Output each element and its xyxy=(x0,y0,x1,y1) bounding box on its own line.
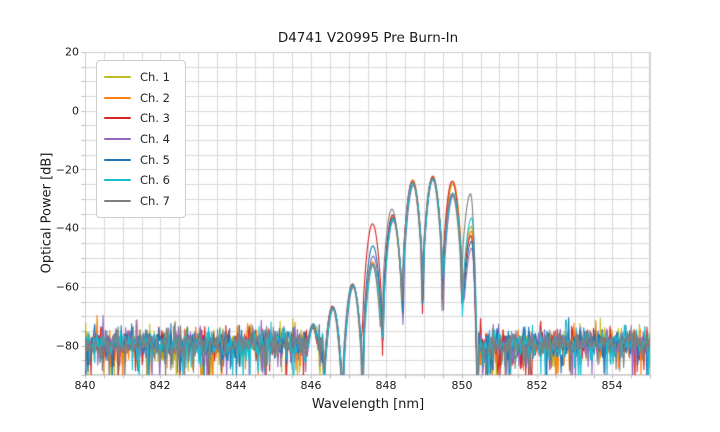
legend-item-label: Ch. 2 xyxy=(140,90,170,105)
legend-line-sample xyxy=(104,199,131,202)
y-tick-label: −60 xyxy=(55,280,79,294)
y-tick-label: 0 xyxy=(72,104,79,118)
y-tick-label: −20 xyxy=(55,163,79,177)
x-axis-label: Wavelength [nm] xyxy=(311,397,425,412)
legend-line-sample xyxy=(104,158,131,161)
y-tick-label: 20 xyxy=(65,45,79,59)
x-tick-label: 852 xyxy=(526,379,548,392)
legend-item: Ch. 6 xyxy=(104,170,179,191)
legend: Ch. 1 Ch. 2 Ch. 3 Ch. 4 Ch. 5 Ch. 6 Ch. … xyxy=(96,60,186,219)
legend-item-label: Ch. 3 xyxy=(140,111,170,126)
x-tick-label: 844 xyxy=(225,379,247,392)
legend-line-sample xyxy=(104,179,131,182)
legend-item: Ch. 1 xyxy=(104,67,179,88)
y-tick-label: −40 xyxy=(55,221,79,235)
x-tick-label: 840 xyxy=(74,379,96,392)
legend-line-sample xyxy=(104,76,131,79)
legend-item: Ch. 7 xyxy=(104,191,179,212)
chart-title: D4741 V20995 Pre Burn-In xyxy=(277,30,459,46)
x-tick-label: 842 xyxy=(149,379,171,392)
legend-item: Ch. 2 xyxy=(104,88,179,109)
legend-line-sample xyxy=(104,117,131,120)
y-axis-label: Optical Power [dB] xyxy=(39,152,55,274)
legend-item: Ch. 3 xyxy=(104,108,179,129)
legend-item-label: Ch. 1 xyxy=(140,70,170,85)
legend-item-label: Ch. 5 xyxy=(140,152,170,167)
legend-item: Ch. 4 xyxy=(104,129,179,150)
x-tick-label: 854 xyxy=(601,379,623,392)
x-tick-label: 846 xyxy=(300,379,322,392)
legend-item-label: Ch. 6 xyxy=(140,173,170,188)
x-tick-label: 850 xyxy=(451,379,473,392)
legend-item: Ch. 5 xyxy=(104,149,179,170)
y-tick-label: −80 xyxy=(55,339,79,353)
legend-line-sample xyxy=(104,96,131,99)
legend-line-sample xyxy=(104,138,131,141)
legend-item-label: Ch. 7 xyxy=(140,193,170,208)
x-tick-label: 848 xyxy=(375,379,397,392)
legend-item-label: Ch. 4 xyxy=(140,132,170,147)
